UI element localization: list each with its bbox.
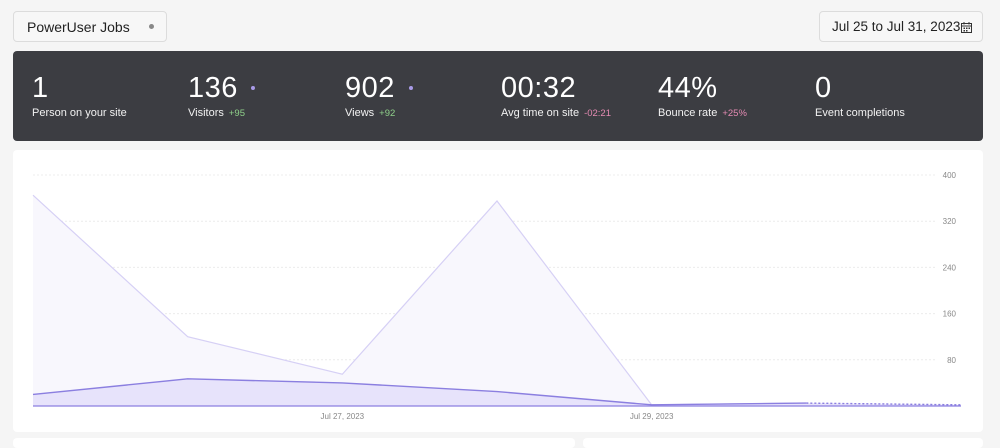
x-tick-label: Jul 29, 2023 bbox=[630, 412, 674, 421]
y-tick-label: 320 bbox=[943, 217, 957, 226]
stat-value: 0 bbox=[815, 72, 832, 104]
bottom-card-right bbox=[583, 438, 983, 448]
stat-delta: +25% bbox=[722, 108, 747, 119]
stat-label: Bounce rate +25% bbox=[658, 107, 747, 119]
series-visitors-line bbox=[32, 378, 807, 406]
live-dot-icon bbox=[409, 86, 413, 90]
stat-label: Person on your site bbox=[32, 107, 127, 119]
site-selector[interactable]: PowerUser Jobs bbox=[13, 11, 167, 42]
series-views-area bbox=[33, 195, 961, 406]
traffic-chart: 400 320 240 160 80 Jul 27, 2023 Jul 29, 2023 bbox=[13, 150, 983, 432]
calendar-icon bbox=[961, 21, 972, 36]
stat-delta: +92 bbox=[379, 108, 396, 119]
y-tick-label: 80 bbox=[947, 356, 956, 365]
bottom-card-left bbox=[13, 438, 575, 448]
stats-panel: 1 Person on your site 136 Visitors +95 90… bbox=[13, 51, 983, 141]
date-range-picker[interactable]: Jul 25 to Jul 31, 2023 bbox=[819, 11, 983, 42]
live-dot-icon bbox=[251, 86, 255, 90]
stat-value: 1 bbox=[32, 72, 49, 104]
stat-delta: +95 bbox=[228, 108, 245, 119]
live-status-dot bbox=[149, 24, 154, 29]
y-tick-label: 240 bbox=[943, 263, 957, 272]
stat-label: Event completions bbox=[815, 107, 905, 119]
stat-delta: -02:21 bbox=[584, 108, 611, 119]
stat-label: Views +92 bbox=[345, 107, 396, 119]
date-range-label: Jul 25 to Jul 31, 2023 bbox=[832, 19, 961, 34]
site-name: PowerUser Jobs bbox=[27, 18, 130, 35]
traffic-chart-svg: 400 320 240 160 80 Jul 27, 2023 Jul 29, 2023 bbox=[32, 171, 962, 421]
stat-label: Visitors +95 bbox=[188, 107, 245, 119]
series-visitors-area bbox=[33, 378, 961, 406]
x-tick-label: Jul 27, 2023 bbox=[321, 412, 365, 421]
stat-value: 00:32 bbox=[501, 72, 577, 104]
y-tick-label: 160 bbox=[943, 310, 957, 319]
stat-value: 136 bbox=[188, 72, 238, 104]
stat-value: 44% bbox=[658, 72, 718, 104]
stat-label: Avg time on site -02:21 bbox=[501, 107, 611, 119]
stat-value: 902 bbox=[345, 72, 395, 104]
y-tick-label: 400 bbox=[943, 171, 957, 180]
series-visitors-partial-line bbox=[806, 402, 962, 406]
